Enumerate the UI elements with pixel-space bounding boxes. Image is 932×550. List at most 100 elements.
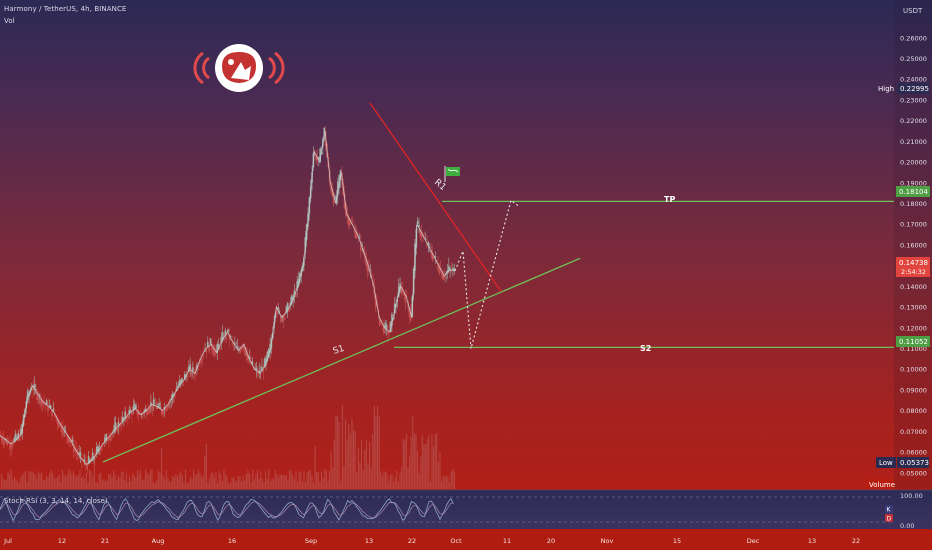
volume-bar: [309, 469, 311, 489]
price-tick-13: 0.13000: [900, 304, 927, 312]
volume-bar: [274, 469, 276, 489]
volume-bar: [201, 477, 203, 489]
volume-bar: [284, 475, 286, 489]
volume-bar: [87, 482, 89, 489]
svg-text:D: D: [887, 516, 892, 523]
volume-bar: [421, 435, 423, 489]
candle-body: [131, 411, 133, 416]
candle-body: [320, 152, 323, 155]
candle-body: [166, 405, 168, 409]
resistance-trendline[interactable]: [369, 102, 502, 292]
volume-bar: [143, 479, 145, 489]
volume-bar: [180, 471, 182, 489]
s2-price-label: 0.11052: [896, 336, 930, 347]
volume-bar: [140, 470, 142, 489]
candle-body: [101, 445, 103, 447]
candle-body: [255, 367, 258, 371]
volume-bar: [426, 439, 428, 489]
volume-bar: [9, 474, 11, 489]
candle-body: [165, 407, 167, 412]
price-tick-12: 0.14000: [900, 283, 927, 291]
support-trendline[interactable]: [102, 257, 581, 463]
volume-bar: [17, 481, 19, 489]
volume-bar: [108, 474, 110, 489]
volume-bar: [33, 472, 35, 489]
volume-bar: [61, 469, 63, 489]
candle-body: [189, 364, 191, 370]
volume-bar: [348, 424, 350, 489]
volume-bar: [231, 477, 233, 489]
candle-body: [358, 237, 361, 239]
volume-bar: [167, 478, 169, 489]
candle-body: [278, 311, 281, 313]
candle-body: [276, 307, 278, 315]
volume-bar: [165, 469, 167, 489]
candle-body: [392, 318, 395, 320]
time-tick-8: Oct: [450, 537, 462, 545]
volume-bar: [287, 480, 289, 489]
volume-bar: [20, 476, 22, 489]
volume-bar: [297, 481, 299, 489]
candle-body: [378, 317, 381, 326]
candle-body: [181, 377, 183, 383]
candle-body: [167, 404, 170, 408]
volume-bar: [105, 480, 107, 489]
volume-bar: [420, 456, 422, 489]
volume-bar: [258, 479, 260, 489]
candle-body: [365, 257, 368, 266]
volume-bar: [409, 456, 411, 489]
candle-body: [108, 437, 110, 441]
candle-body: [355, 231, 358, 238]
candle-body: [231, 339, 233, 341]
flag-icon: [444, 166, 460, 182]
candle-body: [223, 338, 225, 341]
volume-bar: [357, 447, 359, 489]
volume-bar: [103, 478, 105, 489]
volume-bar: [97, 482, 99, 489]
volume-bar: [50, 469, 52, 489]
candle-body: [427, 242, 430, 245]
volume-bar: [63, 473, 65, 489]
volume-bar: [293, 479, 295, 489]
volume-bar: [137, 469, 139, 489]
volume-bar: [194, 474, 196, 489]
volume-bar: [266, 478, 268, 489]
candle-body: [182, 381, 185, 383]
candle-body: [360, 241, 362, 251]
volume-bar: [100, 472, 102, 489]
candle-body: [127, 415, 129, 419]
volume-bar: [217, 482, 219, 489]
candle-body: [117, 422, 120, 427]
svg-text:Low: Low: [879, 459, 893, 467]
candle-body: [406, 296, 408, 298]
volume-bar: [10, 469, 12, 489]
volume-bar: [412, 416, 414, 489]
candle-body: [201, 356, 204, 357]
volume-bar: [223, 469, 225, 489]
volume-bar: [162, 475, 164, 489]
volume-bar: [234, 480, 236, 489]
volume-bar: [356, 472, 358, 489]
candle-body: [391, 314, 393, 326]
volume-bar: [429, 481, 431, 489]
volume-bar: [4, 479, 6, 489]
volume-bar: [229, 482, 231, 489]
volume-bar: [437, 461, 439, 489]
volume-bar: [300, 472, 302, 489]
volume-bar: [436, 432, 438, 489]
volume-bar: [428, 435, 430, 489]
candle-body: [399, 283, 401, 292]
volume-bar: [281, 474, 283, 489]
volume-bar: [199, 472, 201, 489]
volume-bar: [273, 478, 275, 489]
candle-body: [160, 409, 163, 414]
volume-bar: [58, 474, 60, 489]
volume-bar: [413, 433, 415, 489]
volume-bar: [130, 481, 132, 489]
candle-body: [212, 346, 215, 354]
candle-body: [282, 315, 285, 321]
candle-body: [14, 433, 17, 441]
volume-bar: [156, 480, 158, 489]
candle-body: [105, 434, 108, 441]
